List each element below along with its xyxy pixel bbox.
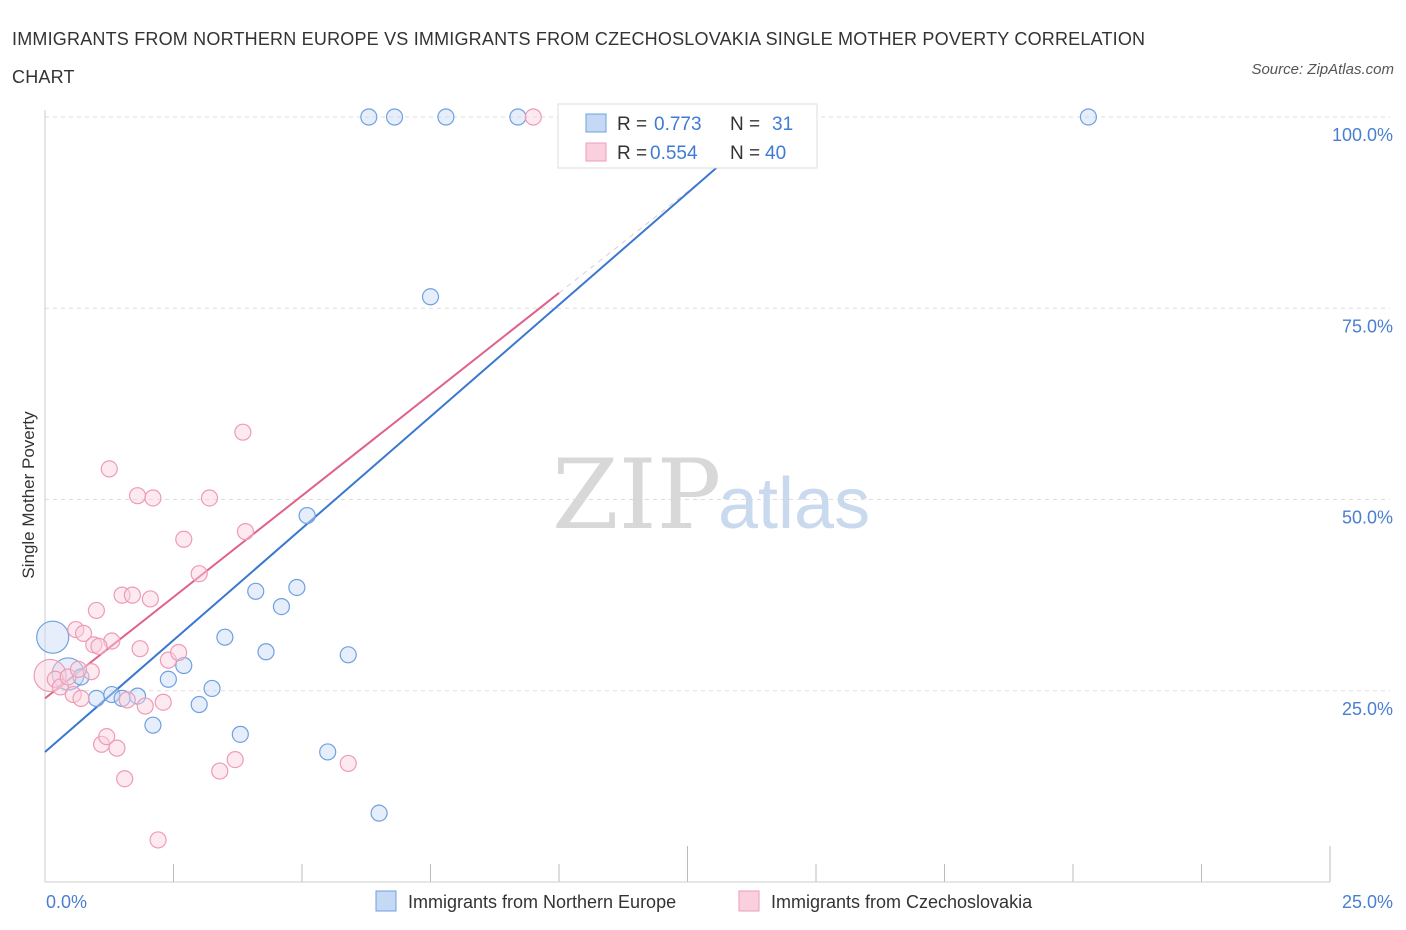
point-s1-27 [170, 643, 188, 662]
point-s0-30 [1079, 108, 1098, 126]
point-s1-34 [234, 423, 252, 441]
point-s0-7 [144, 716, 162, 734]
point-s0-20 [339, 646, 357, 664]
point-s1-18 [118, 691, 136, 709]
point-s1-14 [103, 632, 121, 650]
point-s0-22 [421, 288, 440, 306]
point-s1-39 [154, 693, 172, 711]
point-s0-4 [103, 685, 121, 704]
chart-title: IMMIGRANTS FROM NORTHERN EUROPE VS IMMIG… [12, 29, 1146, 87]
point-s0-11 [203, 679, 221, 698]
point-s1-28 [175, 530, 193, 548]
point-s1-4 [64, 685, 82, 704]
source-label: Source: ZipAtlas.com [1251, 61, 1394, 78]
stats-n-label-1: N = [730, 114, 760, 135]
y-tick-label-2: 75.0% [1342, 316, 1393, 336]
point-s1-37 [69, 660, 88, 678]
point-s1-0 [33, 658, 67, 693]
point-s0-0 [36, 620, 70, 654]
stats-n-label-2: N = [730, 143, 760, 164]
point-s1-8 [82, 663, 100, 681]
point-s0-18 [298, 506, 316, 525]
point-s1-17 [116, 770, 134, 788]
y-axis-label: Single Mother Poverty [19, 411, 38, 579]
point-s1-20 [128, 487, 147, 505]
y-tick-label-0: 25.0% [1342, 699, 1393, 719]
tick-labels: 25.0% 50.0% 75.0% 100.0% 0.0% 25.0% [46, 125, 1393, 912]
point-s0-26 [509, 108, 527, 126]
point-s1-30 [200, 489, 219, 507]
point-s1-22 [136, 697, 154, 715]
stats-legend-blue-swatch [585, 113, 607, 133]
point-s0-17 [288, 578, 306, 597]
point-s1-36 [524, 108, 542, 126]
point-s1-25 [149, 831, 167, 849]
trend-line-0 [44, 116, 776, 753]
point-s1-12 [98, 728, 116, 746]
point-s0-15 [257, 643, 275, 661]
trend-lines [44, 114, 786, 753]
series-legend-pink-swatch [738, 890, 760, 912]
stats-r-label-1: R = [617, 114, 647, 135]
series-legend-label-1: Immigrants from Northern Europe [408, 892, 676, 912]
point-s0-21 [370, 804, 388, 822]
point-s1-29 [190, 565, 208, 583]
stats-n-value-1: 31 [772, 114, 793, 135]
series-legend-label-2: Immigrants from Czechoslovakia [771, 892, 1033, 912]
series-legend: Immigrants from Northern Europe Immigran… [375, 890, 1033, 912]
y-tick-label-1: 50.0% [1342, 508, 1393, 528]
point-s1-21 [131, 640, 149, 658]
point-s1-35 [339, 754, 357, 773]
stats-r-label-2: R = [617, 143, 647, 164]
axes [44, 110, 1330, 883]
x-tick-label-max: 25.0% [1342, 892, 1393, 912]
point-s0-23 [360, 108, 378, 126]
point-s0-8 [159, 670, 177, 688]
point-s1-32 [226, 750, 244, 769]
point-s1-19 [123, 586, 141, 604]
point-s1-15 [108, 739, 126, 757]
point-s0-25 [437, 108, 455, 126]
point-s0-13 [231, 725, 249, 743]
point-s0-10 [190, 695, 208, 714]
point-s1-10 [87, 601, 106, 620]
point-s1-23 [141, 590, 159, 608]
point-s0-12 [216, 628, 234, 646]
point-s0-16 [272, 597, 291, 616]
point-s1-24 [144, 489, 162, 507]
point-s1-6 [72, 689, 90, 708]
point-s1-31 [211, 762, 229, 780]
x-tick-label-min: 0.0% [46, 892, 87, 912]
stats-r-value-2: 0.554 [650, 143, 698, 164]
point-s1-33 [236, 523, 255, 541]
point-s1-13 [100, 460, 118, 478]
stats-r-value-1: 0.773 [654, 114, 702, 135]
point-s0-24 [385, 108, 404, 126]
stats-n-value-2: 40 [765, 143, 786, 164]
point-s1-7 [74, 624, 93, 642]
point-s0-3 [87, 689, 106, 708]
point-s0-9 [175, 656, 193, 675]
series-legend-blue-swatch [375, 890, 397, 912]
point-s0-19 [319, 743, 337, 761]
trend-line-1 [44, 292, 560, 700]
y-tick-label-3: 100.0% [1332, 125, 1393, 145]
point-s0-14 [247, 582, 265, 600]
stats-legend: R = 0.773 N = 31 R = 0.554 N = 40 [557, 103, 818, 169]
stats-legend-pink-swatch [585, 142, 607, 162]
point-s1-5 [67, 620, 85, 639]
point-s1-38 [90, 637, 108, 655]
watermark-atlas: atlas [718, 464, 870, 544]
watermark-zip: ZIP [552, 439, 721, 551]
